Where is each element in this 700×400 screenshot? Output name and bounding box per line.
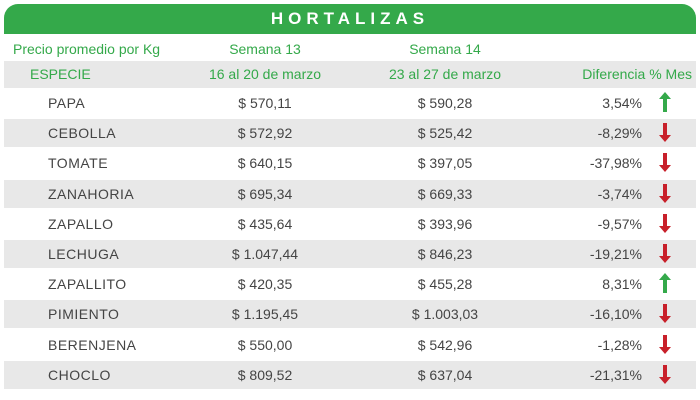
species-name: TOMATE <box>48 155 109 172</box>
diff-percent: -37,98% <box>589 155 642 172</box>
header-week1-range: 16 al 20 de marzo <box>208 66 322 82</box>
header-week2-range: 23 al 27 de marzo <box>388 66 502 82</box>
arrow-down-icon <box>658 300 672 328</box>
species-name: BERENJENA <box>48 336 137 353</box>
week1-price: $ 695,34 <box>237 185 293 202</box>
diff-percent: -16,10% <box>589 306 642 323</box>
diff-percent: -21,31% <box>589 366 642 383</box>
arrow-down-icon <box>658 119 672 147</box>
diff-percent: -1,28% <box>597 336 642 353</box>
week2-price: $ 525,42 <box>417 125 473 142</box>
arrow-up-icon <box>658 89 672 117</box>
diff-percent: 8,31% <box>602 276 642 293</box>
week2-price: $ 455,28 <box>417 276 473 293</box>
diff-percent: -3,74% <box>597 185 642 202</box>
week1-price: $ 435,64 <box>237 215 293 232</box>
week1-price: $ 570,11 <box>238 95 292 111</box>
diff-percent: 3,54% <box>602 95 642 111</box>
species-name: LECHUGA <box>48 246 120 262</box>
species-name: CEBOLLA <box>48 125 117 142</box>
table-row: TOMATE $ 640,15 $ 397,05 -37,98% <box>4 149 696 177</box>
week1-price: $ 640,15 <box>237 155 293 172</box>
week1-price: $ 420,35 <box>237 276 293 293</box>
week1-price: $ 572,92 <box>237 125 293 142</box>
table-row: ZANAHORIA $ 695,34 $ 669,33 -3,74% <box>4 179 696 208</box>
table-row: ZAPALLO $ 435,64 $ 393,96 -9,57% <box>4 210 696 238</box>
week1-price: $ 809,52 <box>237 366 293 383</box>
arrow-down-icon <box>658 331 672 359</box>
week2-price: $ 669,33 <box>417 185 473 202</box>
species-name: PAPA <box>48 95 86 111</box>
table-row: CHOCLO $ 809,52 $ 637,04 -21,31% <box>4 360 696 389</box>
column-header-row: ESPECIE 16 al 20 de marzo 23 al 27 de ma… <box>4 61 696 88</box>
table-row: ZAPALLITO $ 420,35 $ 455,28 8,31% <box>4 270 696 298</box>
table-row: BERENJENA $ 550,00 $ 542,96 -1,28% <box>4 331 696 359</box>
price-per-kg-label: Precio promedio por Kg <box>13 41 161 57</box>
table-row: PAPA $ 570,11 $ 590,28 3,54% <box>4 89 696 117</box>
table-row: PIMIENTO $ 1.195,45 $ 1.003,03 -16,10% <box>4 300 696 329</box>
week1-label: Semana 13 <box>229 41 301 57</box>
week2-price: $ 637,04 <box>417 366 473 383</box>
week2-label: Semana 14 <box>409 41 481 57</box>
species-name: PIMIENTO <box>48 306 120 323</box>
week1-price: $ 1.047,44 <box>231 246 299 262</box>
arrow-down-icon <box>658 361 672 389</box>
species-name: ZANAHORIA <box>48 185 135 202</box>
week2-price: $ 1.003,03 <box>411 306 479 323</box>
species-name: ZAPALLO <box>48 215 114 232</box>
week2-price: $ 397,05 <box>417 155 473 172</box>
table-row: CEBOLLA $ 572,92 $ 525,42 -8,29% <box>4 119 696 148</box>
species-name: CHOCLO <box>48 366 111 383</box>
arrow-up-icon <box>658 270 672 298</box>
week2-price: $ 590,28 <box>417 95 473 111</box>
week1-price: $ 550,00 <box>237 336 293 353</box>
arrow-down-icon <box>658 210 672 238</box>
header-species: ESPECIE <box>30 66 91 82</box>
week2-price: $ 542,96 <box>417 336 473 353</box>
diff-percent: -19,21% <box>589 246 642 262</box>
diff-percent: -8,29% <box>597 125 642 142</box>
arrow-down-icon <box>658 240 672 268</box>
diff-percent: -9,57% <box>597 215 642 232</box>
arrow-down-icon <box>658 180 672 208</box>
week2-price: $ 846,23 <box>417 246 473 262</box>
week1-price: $ 1.195,45 <box>231 306 299 323</box>
header-diff: Diferencia % Mes <box>582 66 692 82</box>
table-row: LECHUGA $ 1.047,44 $ 846,23 -19,21% <box>4 240 696 268</box>
arrow-down-icon <box>658 149 672 177</box>
table-title: HORTALIZAS <box>4 4 696 34</box>
week2-price: $ 393,96 <box>417 215 473 232</box>
species-name: ZAPALLITO <box>48 276 127 293</box>
